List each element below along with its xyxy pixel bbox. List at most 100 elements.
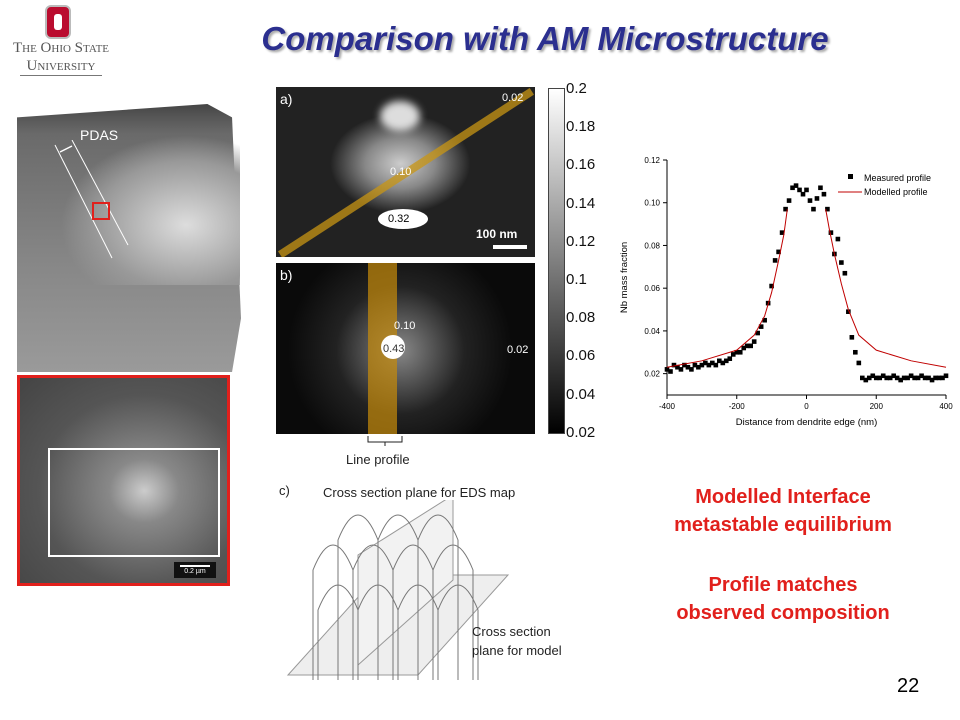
dendrite-schematic [286,500,510,680]
measured-point [884,375,890,381]
y-tick-label: 0.12 [644,156,660,165]
measured-point [936,375,942,381]
measured-point [664,367,670,372]
measured-point [846,309,851,314]
measured-point [710,360,715,366]
measured-point [723,358,729,364]
measured-point [922,375,928,381]
measured-point [898,377,903,383]
measured-point [943,373,949,379]
logo-line-1: The Ohio State [12,40,110,56]
panel-b-label: b) [280,267,293,283]
measured-point [839,260,844,265]
measured-point [828,230,834,235]
measured-point [720,360,726,366]
y-tick-label: 0.08 [644,241,660,250]
measured-point [734,349,740,355]
x-axis-label: Distance from dendrite edge (nm) [736,417,878,428]
measured-point [814,196,820,201]
logo-line-2: University [20,58,102,76]
measured-point [818,185,823,191]
measured-point [779,230,785,235]
measured-point [821,191,827,197]
y-tick-label: 0.06 [644,284,660,293]
measured-point [730,352,736,357]
measured-point [675,364,680,370]
x-tick-label: 200 [870,402,884,411]
measured-point [891,373,896,379]
line-profile-bracket [367,436,403,446]
measured-point [692,362,698,368]
conclusion-line-4: observed composition [676,602,890,624]
measured-point [689,367,694,372]
micrograph-texture [60,135,240,285]
colorbar-tick-label: 0.2 [566,80,587,97]
measured-point [901,375,907,381]
measured-point [915,375,921,381]
measured-point [887,375,893,381]
colorbar-tick-label: 0.18 [566,118,596,136]
measured-point [926,375,931,381]
measured-point [668,369,673,374]
measured-point [912,375,917,381]
scale-bar [493,245,527,249]
measured-point [737,349,743,355]
x-tick-label: -200 [729,402,746,411]
value-label: 0.10 [390,166,412,178]
measured-point [751,339,757,344]
legend-measured: Measured profile [864,173,931,183]
measured-point [919,373,924,379]
y-tick-label: 0.04 [644,327,660,336]
colorbar-tick-label: 0.04 [566,385,596,403]
measured-point [696,364,701,370]
x-tick-label: -400 [659,402,676,411]
measured-point [671,362,677,368]
measured-point [863,377,869,383]
colorbar-tick-label: 0.06 [566,347,596,365]
value-label: 0.32 [388,213,410,225]
measured-point [905,375,910,381]
measured-point [940,375,945,381]
measured-point [685,364,691,370]
measured-point [860,375,865,381]
measured-point [790,185,795,191]
measured-point [776,249,781,255]
measured-point [682,362,687,368]
y-tick-label: 0.10 [644,199,660,208]
measured-point [762,317,767,323]
measured-point [908,373,914,379]
value-label: 0.02 [507,344,529,356]
measured-point [741,345,747,351]
panel-a-label: a) [280,91,293,107]
measured-point [835,236,841,242]
measured-point [706,362,712,368]
colorbar-tick-label: 0.02 [566,423,596,441]
nb-profile-chart: -400 -200 0 200 400 0.02 0.04 0.06 0.08 0.10 0.12 D… [619,156,953,428]
measured-point [713,362,719,368]
y-axis-label: Nb mass fraction [619,242,630,313]
measured-point [797,187,802,193]
pdas-label: PDAS [80,127,119,143]
measured-point [783,206,788,212]
measured-point [849,335,855,340]
measured-point [870,373,876,379]
measured-point [811,206,816,212]
model-map-panel: b) 0.10 0.43 0.02 [276,263,535,434]
colorbar-tick-label: 0.1 [566,271,587,288]
measured-point [856,360,862,366]
model-plane-label-1: Cross section [472,624,551,639]
value-label: 0.02 [502,92,524,104]
measured-point [786,198,792,203]
measured-point [800,191,806,197]
modelled-curve [825,209,947,368]
conclusion-line-1: Modelled Interface [695,486,871,508]
measured-point [933,375,938,381]
colorbar-tick-label: 0.14 [566,194,596,212]
model-plane-label-2: plane for model [472,643,562,658]
legend-marker-measured [848,174,853,179]
colorbar-tick-label: 0.12 [566,232,596,250]
measured-point [727,356,733,361]
measured-point [678,367,684,372]
osu-block-o-logo [45,5,71,39]
measured-point [748,343,753,349]
